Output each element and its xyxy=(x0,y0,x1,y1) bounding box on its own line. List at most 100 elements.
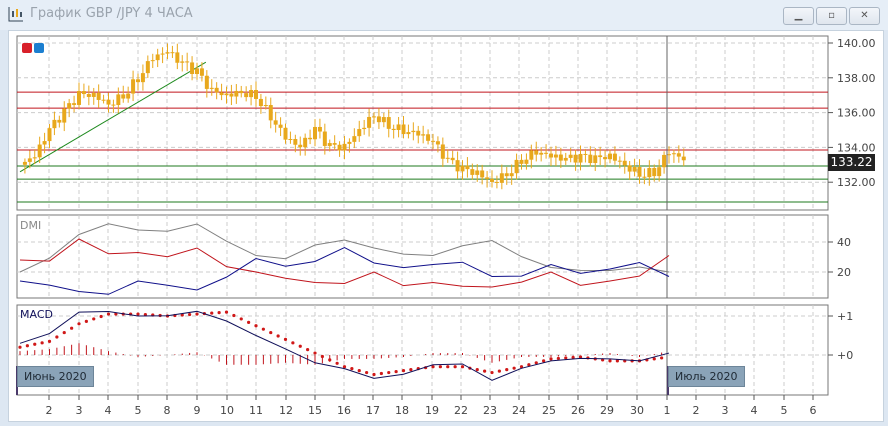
candle-body xyxy=(322,131,327,146)
signal-dot xyxy=(306,348,310,352)
date-tick-label: 15 xyxy=(308,404,322,417)
candle-body xyxy=(86,94,91,97)
candle-body xyxy=(490,178,494,182)
chart-app-icon xyxy=(8,7,23,22)
date-tick-label: 24 xyxy=(512,404,526,417)
candle-body xyxy=(190,62,195,75)
candle-body xyxy=(57,119,62,123)
signal-dot xyxy=(527,363,531,367)
candle-body xyxy=(204,75,209,89)
candle-body xyxy=(313,126,317,140)
candle-body xyxy=(357,129,362,137)
macd-tick-label: +0 xyxy=(837,349,853,362)
candle-body xyxy=(524,159,529,164)
candle-body xyxy=(229,93,234,97)
dmi-tick-label: 40 xyxy=(837,236,851,249)
macd-label: MACD xyxy=(20,308,53,321)
candle-body xyxy=(612,153,617,161)
candle-body xyxy=(165,52,170,54)
close-button[interactable]: ✕ xyxy=(849,7,880,25)
signal-dot xyxy=(254,324,258,328)
date-tick-label: 5 xyxy=(135,404,142,417)
candle-body xyxy=(499,173,504,183)
candle-body xyxy=(199,68,204,76)
candle-body xyxy=(514,159,519,174)
price-tick-label: 136.00 xyxy=(837,107,876,120)
date-tick-label: 19 xyxy=(425,404,439,417)
candle-body xyxy=(657,167,662,177)
signal-dot xyxy=(431,365,435,369)
candle-body xyxy=(209,87,214,89)
signal-dot xyxy=(505,368,509,372)
signal-dot xyxy=(55,335,59,339)
candle-body xyxy=(254,90,258,99)
date-tick-label: 1 xyxy=(664,404,671,417)
date-tick-label: 26 xyxy=(571,404,585,417)
signal-dot xyxy=(247,320,251,324)
candle-body xyxy=(263,105,268,107)
candle-body xyxy=(52,119,57,129)
signal-dot xyxy=(283,337,288,341)
candle-body xyxy=(583,153,588,155)
candle-body xyxy=(647,168,652,178)
candle-body xyxy=(180,61,185,63)
candle-body xyxy=(101,99,106,101)
candle-body xyxy=(622,160,627,166)
signal-dot xyxy=(84,319,88,323)
candle-body xyxy=(288,139,293,141)
candle-body xyxy=(219,92,224,96)
signal-dot xyxy=(387,370,391,375)
dmi-panel xyxy=(16,214,829,299)
signal-dot xyxy=(217,310,221,315)
signal-dot xyxy=(62,330,66,335)
candle-body xyxy=(249,90,254,98)
signal-dot xyxy=(460,365,465,369)
candle-body xyxy=(578,153,583,163)
signal-dot xyxy=(342,365,347,369)
candle-body xyxy=(667,154,671,156)
signal-dot xyxy=(114,312,118,316)
candle-body xyxy=(652,168,657,177)
candle-body xyxy=(22,161,27,165)
candle-body xyxy=(362,127,367,130)
signal-dot xyxy=(608,359,612,363)
candle-body xyxy=(426,134,431,141)
price-tick-label: 140.00 xyxy=(837,37,876,50)
candle-body xyxy=(367,116,372,128)
candle-body xyxy=(352,136,357,142)
candle-body xyxy=(337,144,342,151)
candle-body xyxy=(258,98,263,107)
dmi-tick-label: 20 xyxy=(837,266,851,279)
candle-body xyxy=(494,181,499,183)
date-tick-label: 22 xyxy=(454,404,468,417)
candle-body xyxy=(150,60,155,62)
signal-dot xyxy=(143,312,147,317)
date-tick-label: 2 xyxy=(46,404,53,417)
candle-body xyxy=(386,117,391,129)
signal-dot xyxy=(232,313,236,318)
candle-body xyxy=(529,150,534,160)
minimize-button[interactable]: ▁ xyxy=(783,7,814,25)
date-tick-label: 6 xyxy=(810,404,817,417)
minus-di-line xyxy=(19,246,670,295)
signal-dot xyxy=(328,358,332,362)
signal-dot xyxy=(519,365,524,369)
candle-body xyxy=(96,92,101,100)
date-tick-label: 12 xyxy=(279,404,293,417)
date-tick-label: 9 xyxy=(194,404,201,417)
candle-body xyxy=(435,141,440,145)
candle-body xyxy=(603,157,608,160)
signal-dot xyxy=(483,369,487,373)
candle-body xyxy=(416,130,421,136)
signal-dot xyxy=(660,356,664,360)
signal-dot xyxy=(298,344,302,348)
candle-body xyxy=(509,173,514,177)
candle-body xyxy=(421,134,426,136)
candle-body xyxy=(588,154,593,164)
candle-body xyxy=(381,117,386,123)
signal-dot xyxy=(136,312,140,316)
candle-body xyxy=(106,99,111,105)
restore-button[interactable]: ▫ xyxy=(816,7,847,25)
month-label-july: Июль 2020 xyxy=(668,366,745,387)
